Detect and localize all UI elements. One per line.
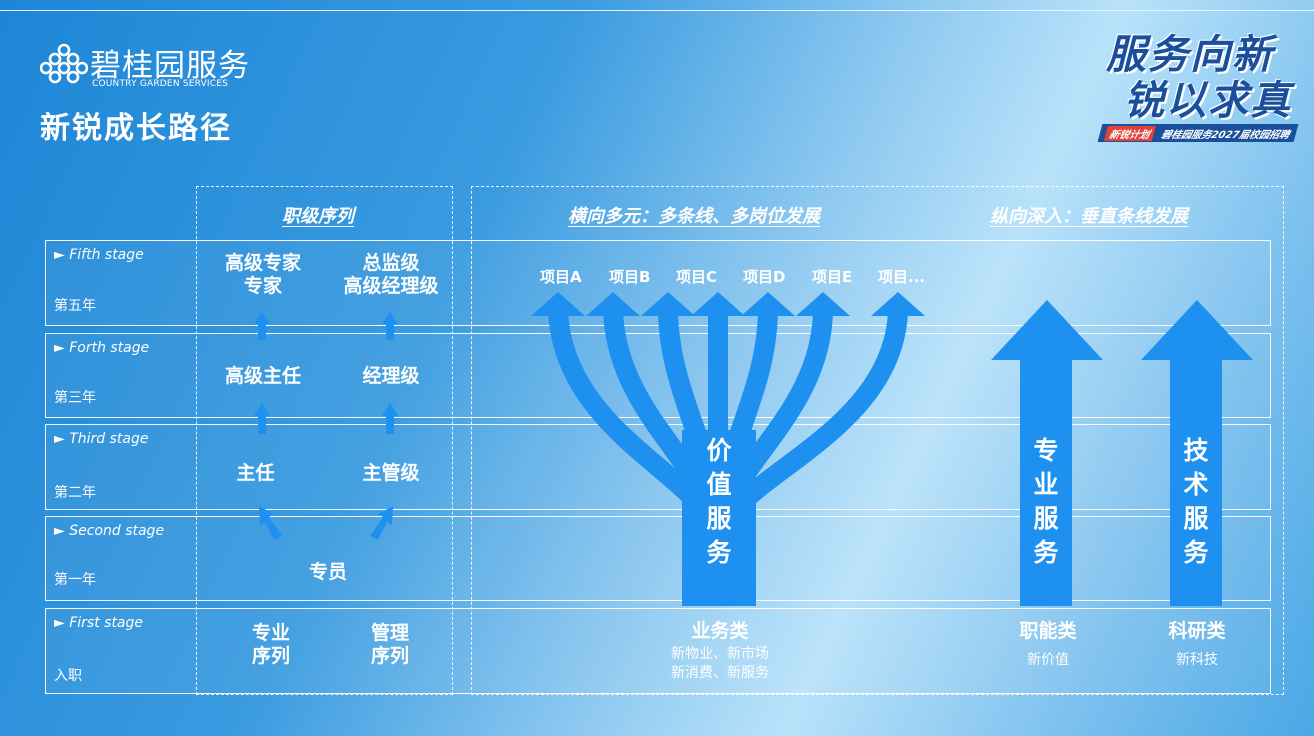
small-up-arrow — [382, 403, 398, 434]
char: 服 — [706, 504, 732, 533]
horizontal-heading: 横向多元：多条线、多岗位发展 — [568, 206, 820, 227]
char: 值 — [706, 470, 732, 499]
rank-section-frame — [196, 186, 453, 695]
char: 务 — [706, 538, 732, 567]
function-category-desc: 新价值 — [1027, 652, 1069, 668]
level-manager: 经理级 — [362, 365, 420, 387]
vertical-heading: 纵向深入：垂直条线发展 — [990, 206, 1188, 227]
management-sequence: 管理 序列 — [345, 622, 435, 668]
logo-icon — [40, 43, 88, 84]
business-category-desc: 新物业、新市场 新消费、新服务 — [650, 645, 790, 683]
project-label: 项目... — [878, 268, 926, 286]
project-label: 项目A — [540, 268, 582, 286]
level-senior-supervisor: 高级主任 — [224, 365, 301, 387]
small-up-arrow — [382, 312, 398, 340]
stage-cn-label: 第三年 — [54, 390, 96, 406]
level-text: 序列 — [251, 645, 290, 667]
char: 技 — [1183, 436, 1209, 465]
professional-service-label: 专 业 服 务 — [1027, 434, 1065, 570]
char: 务 — [1033, 538, 1059, 567]
logo-subtext: COUNTRY GARDEN SERVICES — [92, 79, 229, 89]
level-text: 管理 — [370, 622, 409, 644]
level-text: 高级经理级 — [343, 275, 439, 297]
level-supervisor: 主任 — [236, 462, 275, 484]
level-text: 总监级 — [362, 252, 420, 274]
professional-sequence: 专业 序列 — [226, 622, 316, 668]
project-label: 项目E — [812, 268, 853, 286]
stage-cn-label: 第二年 — [54, 485, 96, 501]
tech-service-label: 技 术 服 务 — [1177, 434, 1215, 570]
char: 专 — [1033, 436, 1059, 465]
char: 价 — [706, 436, 732, 465]
badge-slogan-1: 服务向新 — [1106, 32, 1274, 78]
research-category-title: 科研类 — [1168, 620, 1226, 642]
stage-en-label: ► Second stage — [54, 523, 165, 539]
level-lead: 主管级 — [362, 462, 420, 484]
small-up-arrow — [254, 403, 270, 434]
stage-cn-label: 入职 — [54, 668, 82, 684]
logo-text: 碧桂园服务 — [90, 48, 250, 84]
function-category-title: 职能类 — [1019, 620, 1077, 642]
diagonal-arrow-left — [259, 506, 282, 540]
stage-row-first: ► First stage 入职 — [45, 608, 1271, 694]
stage-en-label: ► Fifth stage — [54, 247, 144, 263]
project-label: 项目C — [676, 268, 718, 286]
desc-line: 新物业、新市场 — [671, 646, 769, 662]
level-specialist: 专员 — [308, 561, 347, 583]
development-section-frame — [471, 186, 1284, 695]
rank-sequence-heading: 职级序列 — [282, 206, 354, 227]
level-text: 专业 — [251, 622, 290, 644]
stage-en-label: ► Third stage — [54, 431, 149, 447]
top-divider — [0, 10, 1314, 11]
level-text: 专家 — [243, 275, 282, 297]
stage-cn-label: 第一年 — [54, 572, 96, 588]
stage-cn-label: 第五年 — [54, 298, 96, 314]
char: 术 — [1183, 470, 1209, 499]
badge-slogan-2: 锐以求真 — [1124, 78, 1292, 124]
project-label: 项目B — [609, 268, 651, 286]
level-director: 总监级 高级经理级 — [335, 252, 447, 298]
char: 务 — [1183, 538, 1209, 567]
level-text: 序列 — [370, 645, 409, 667]
level-text: 高级专家 — [224, 252, 301, 274]
professional-service-arrow — [1020, 356, 1072, 606]
desc-line: 新消费、新服务 — [671, 665, 769, 681]
char: 服 — [1183, 504, 1209, 533]
stage-en-label: ► Forth stage — [54, 340, 150, 356]
level-senior-expert: 高级专家 专家 — [213, 252, 313, 298]
project-label: 项目D — [743, 268, 786, 286]
value-service-label: 价 值 服 务 — [700, 434, 738, 570]
research-category-desc: 新科技 — [1176, 652, 1218, 668]
char: 业 — [1033, 470, 1059, 499]
small-up-arrow — [254, 312, 270, 340]
char: 服 — [1033, 504, 1059, 533]
business-category-title: 业务类 — [691, 620, 749, 642]
stage-en-label: ► First stage — [54, 615, 144, 631]
tech-service-arrow — [1170, 356, 1222, 606]
stage-row-fifth: ► Fifth stage 第五年 — [45, 240, 1271, 326]
diagonal-arrow-right — [370, 506, 393, 540]
page-title: 新锐成长路径 — [40, 111, 232, 146]
